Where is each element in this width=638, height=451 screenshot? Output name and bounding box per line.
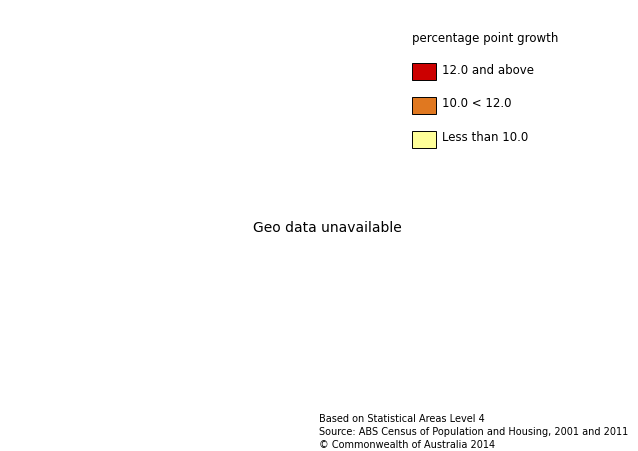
Text: Less than 10.0: Less than 10.0 <box>442 131 528 144</box>
Text: percentage point growth: percentage point growth <box>412 32 558 45</box>
Text: Geo data unavailable: Geo data unavailable <box>253 221 401 235</box>
Text: Based on Statistical Areas Level 4
Source: ABS Census of Population and Housing,: Based on Statistical Areas Level 4 Sourc… <box>319 413 628 449</box>
Text: 10.0 < 12.0: 10.0 < 12.0 <box>442 97 512 110</box>
Text: 12.0 and above: 12.0 and above <box>442 64 534 76</box>
